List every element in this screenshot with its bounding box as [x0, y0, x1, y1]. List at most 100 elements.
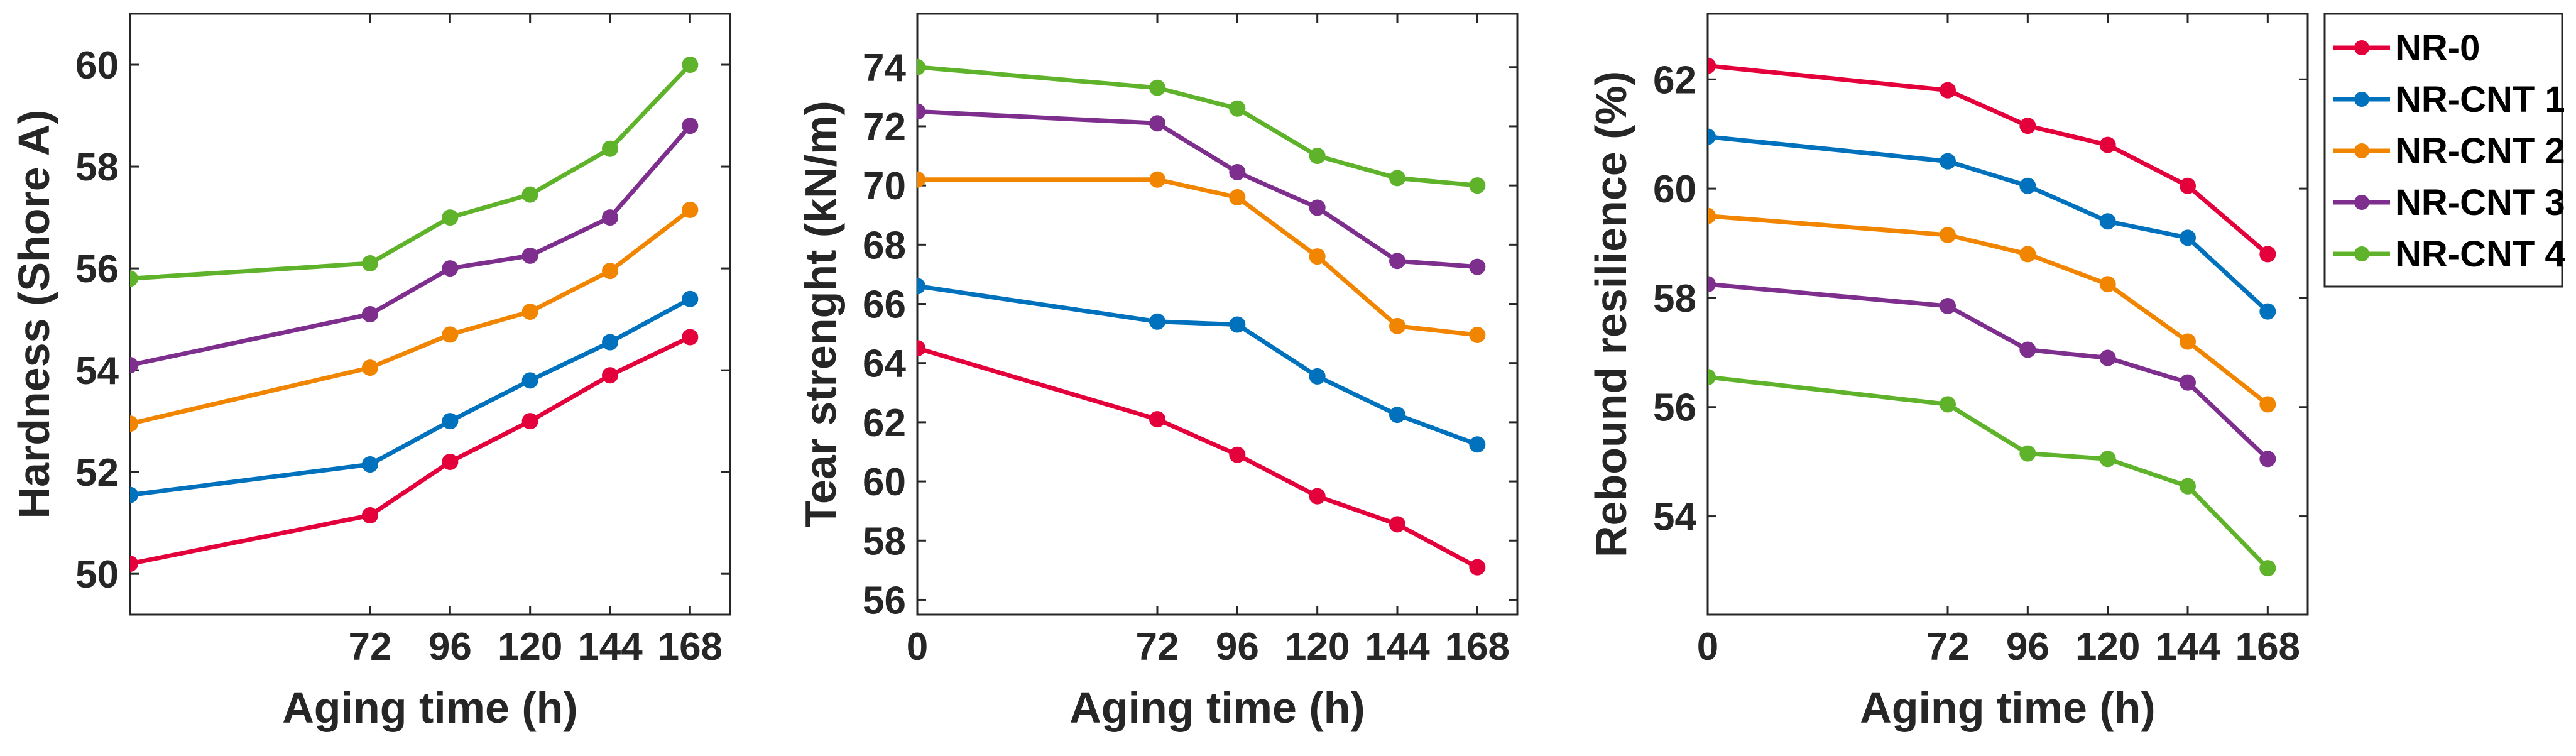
data-point-nr-0 [362, 507, 378, 524]
data-point-nr-cnt-4 [2019, 445, 2036, 462]
data-point-nr-cnt-4 [682, 57, 699, 74]
data-point-nr-cnt-4 [1229, 100, 1246, 117]
data-point-nr-cnt-3 [1149, 115, 1165, 132]
series-line-nr-cnt-2 [130, 208, 692, 426]
data-point-nr-cnt-3 [362, 306, 378, 322]
data-point-nr-cnt-1 [682, 290, 699, 307]
data-point-nr-cnt-1 [1309, 368, 1326, 385]
data-point-nr-cnt-4 [917, 58, 925, 75]
data-point-nr-cnt-2 [362, 359, 378, 376]
data-point-nr-0 [1708, 57, 1716, 74]
x-tick-label: 96 [1216, 625, 1259, 669]
series-line-nr-0 [130, 335, 691, 566]
y-axis-title: Tear strenght (kN/m) [796, 101, 845, 527]
x-tick-label: 168 [658, 625, 723, 669]
data-point-nr-cnt-4 [1708, 368, 1716, 385]
data-point-nr-cnt-3 [1940, 297, 1956, 314]
data-point-nr-cnt-3 [1708, 276, 1716, 293]
chart-panel-1: 50 52 54 56 58 60 72 96 120 144 168 Aging time (h) H… [9, 13, 731, 732]
y-tick-label: 62 [1653, 58, 1696, 102]
x-axis-title: Aging time (h) [1860, 683, 2155, 732]
data-point-nr-cnt-2 [521, 303, 538, 320]
legend-label-nr-cnt-1: NR-CNT 1 [2395, 79, 2565, 120]
data-point-nr-cnt-3 [1469, 258, 1486, 275]
data-point-nr-cnt-4 [1940, 396, 1956, 413]
data-point-nr-0 [2259, 246, 2276, 263]
data-point-nr-cnt-3 [602, 209, 618, 226]
data-point-nr-0 [1940, 82, 1956, 99]
data-point-nr-cnt-1 [917, 278, 925, 295]
data-point-nr-0 [1469, 559, 1486, 576]
data-point-nr-cnt-1 [362, 456, 378, 473]
x-tick-label: 144 [2155, 625, 2220, 669]
data-point-nr-cnt-3 [2019, 341, 2036, 358]
series-line-nr-cnt-1 [1708, 134, 2269, 314]
data-point-nr-0 [1389, 516, 1405, 533]
data-point-nr-cnt-1 [2259, 303, 2276, 320]
data-point-nr-cnt-3 [917, 103, 925, 120]
series-line-nr-cnt-4 [130, 63, 692, 281]
data-point-nr-0 [442, 453, 459, 470]
data-point-nr-cnt-4 [602, 140, 618, 157]
series-line-nr-cnt-3 [917, 109, 1478, 270]
y-tick-label: 64 [863, 342, 906, 386]
data-point-nr-cnt-1 [2019, 177, 2036, 194]
data-point-nr-cnt-1 [130, 486, 138, 503]
legend-label-nr-cnt-2: NR-CNT 2 [2395, 131, 2565, 172]
x-axis-title: Aging time (h) [1069, 683, 1365, 732]
series-line-nr-0 [917, 346, 1478, 569]
y-tick-label: 60 [1653, 168, 1696, 211]
data-point-nr-cnt-4 [1469, 177, 1486, 194]
data-point-nr-cnt-4 [2099, 451, 2116, 468]
data-point-nr-cnt-2 [2099, 276, 2116, 293]
data-point-nr-cnt-1 [602, 334, 618, 351]
data-point-nr-cnt-3 [682, 118, 699, 134]
data-point-nr-cnt-3 [1309, 199, 1326, 216]
x-tick-label: 72 [349, 625, 392, 669]
data-point-nr-0 [130, 555, 138, 572]
x-tick-label: 0 [907, 625, 928, 669]
data-point-nr-0 [1149, 411, 1165, 428]
legend-swatch-marker-nr-cnt-2 [2354, 143, 2369, 158]
series-line-nr-cnt-2 [1708, 214, 2269, 407]
series-line-nr-cnt-4 [1708, 375, 2269, 570]
data-point-nr-cnt-1 [1940, 153, 1956, 170]
legend-label-nr-cnt-3: NR-CNT 3 [2395, 182, 2565, 223]
series-layer [130, 57, 699, 572]
legend-swatch-marker-nr-cnt-3 [2354, 195, 2369, 210]
y-tick-label: 70 [863, 165, 906, 208]
y-tick-label: 60 [863, 461, 906, 504]
legend-label-nr-0: NR-0 [2395, 28, 2480, 68]
data-point-nr-cnt-3 [1229, 163, 1246, 180]
data-point-nr-cnt-3 [130, 357, 138, 374]
data-point-nr-cnt-1 [1389, 407, 1405, 424]
series-line-nr-cnt-3 [130, 124, 692, 368]
data-point-nr-cnt-3 [521, 247, 538, 264]
legend-label-nr-cnt-4: NR-CNT 4 [2395, 234, 2565, 275]
y-tick-label: 56 [75, 248, 119, 291]
data-point-nr-0 [602, 367, 618, 384]
y-tick-label: 62 [863, 402, 906, 445]
data-point-nr-0 [917, 340, 925, 357]
data-point-nr-cnt-4 [1389, 170, 1405, 187]
x-tick-label: 144 [1365, 625, 1430, 669]
data-point-nr-cnt-4 [2180, 478, 2196, 495]
legend-swatch-marker-nr-0 [2354, 40, 2369, 55]
y-tick-label: 54 [75, 349, 119, 393]
data-point-nr-cnt-4 [1149, 79, 1165, 96]
x-tick-label: 120 [1285, 625, 1350, 669]
data-point-nr-cnt-4 [1309, 148, 1326, 165]
data-point-nr-cnt-2 [1389, 317, 1405, 334]
plot-area-frame [129, 13, 731, 616]
legend: NR-0 NR-CNT 1 NR-CNT 2 NR-CNT 3 NR-CNT 4 [2323, 13, 2565, 288]
data-point-nr-cnt-2 [1940, 226, 1956, 243]
data-point-nr-cnt-1 [2180, 229, 2196, 246]
data-point-nr-0 [1229, 446, 1246, 463]
y-tick-label: 72 [863, 106, 906, 149]
x-tick-label: 120 [498, 625, 562, 669]
data-point-nr-0 [2180, 177, 2196, 194]
data-point-nr-cnt-2 [1469, 326, 1486, 343]
series-line-nr-cnt-1 [917, 283, 1478, 447]
data-point-nr-cnt-2 [130, 415, 138, 432]
x-tick-label: 96 [428, 625, 472, 669]
